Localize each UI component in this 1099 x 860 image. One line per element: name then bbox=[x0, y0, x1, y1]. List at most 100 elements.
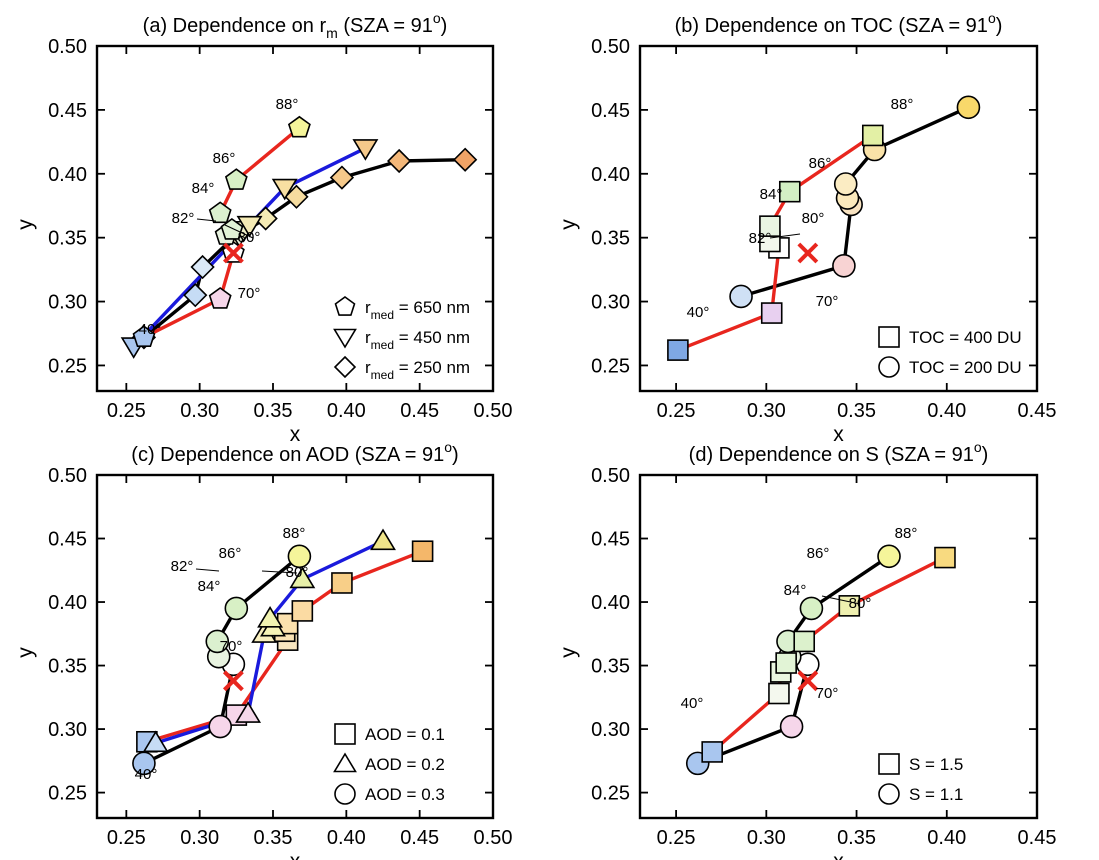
data-point bbox=[833, 172, 858, 196]
x-tick-label: 0.40 bbox=[927, 827, 966, 849]
data-point bbox=[208, 201, 232, 224]
angle-annotation: 84° bbox=[760, 186, 783, 203]
legend-label-sub: med bbox=[371, 368, 394, 382]
chart-panel-1: 0.25 0.30 0.35 0.40 0.45 0.50 0.25 0.30 0.35 0.40… bbox=[14, 10, 512, 446]
angle-annotation: 40° bbox=[687, 304, 710, 321]
chart-title-part: (c) Dependence on AOD (SZA = 91 bbox=[131, 444, 444, 466]
data-point bbox=[208, 714, 232, 739]
y-tick-label: 0.30 bbox=[48, 719, 87, 741]
legend-label: S = 1.5 bbox=[909, 755, 963, 774]
data-point bbox=[287, 544, 312, 569]
chart-title-part: ) bbox=[996, 15, 1003, 37]
legend-marker bbox=[334, 783, 356, 805]
angle-annotation: 70° bbox=[238, 285, 261, 302]
angle-annotation: 80° bbox=[286, 564, 309, 581]
annotation-leader bbox=[769, 233, 801, 239]
y-tick-label: 0.50 bbox=[48, 36, 87, 58]
data-point bbox=[220, 218, 244, 240]
x-tick-label: 0.30 bbox=[180, 400, 219, 422]
reference-marker bbox=[222, 670, 244, 692]
data-point bbox=[667, 339, 689, 361]
chart-title-part: o bbox=[433, 10, 441, 26]
plot-frame bbox=[95, 473, 495, 820]
x-axis-label: x bbox=[833, 850, 844, 860]
data-point bbox=[284, 184, 309, 209]
legend-marker bbox=[333, 752, 357, 773]
data-point bbox=[793, 630, 816, 653]
annotation-leader bbox=[224, 224, 254, 239]
angle-annotation: 86° bbox=[809, 155, 832, 172]
chart-title-part: m bbox=[326, 25, 338, 41]
chart-title-part: ) bbox=[982, 444, 989, 466]
legend-label: rmed = 650 nm bbox=[365, 298, 470, 322]
y-axis-label: y bbox=[14, 219, 37, 230]
x-tick-label: 0.50 bbox=[474, 400, 513, 422]
data-point bbox=[768, 682, 790, 705]
y-tick-label: 0.35 bbox=[591, 656, 630, 678]
data-point bbox=[387, 148, 412, 174]
legend-marker bbox=[334, 723, 356, 745]
y-tick-label: 0.25 bbox=[48, 783, 87, 805]
chart-panel-3: 0.25 0.30 0.35 0.40 0.45 0.50 0.25 0.30 0.35 0.40… bbox=[14, 439, 512, 860]
legend-label-part: AOD = 0.2 bbox=[365, 755, 445, 774]
data-point bbox=[257, 605, 284, 628]
legend-label-part: AOD = 0.3 bbox=[365, 785, 445, 804]
angle-annotation: 86° bbox=[219, 545, 242, 562]
chart-panel-4: 0.25 0.30 0.35 0.40 0.45 0.25 0.30 0.35 0.40 0.45… bbox=[557, 439, 1056, 860]
angle-annotation: 70° bbox=[816, 293, 839, 310]
legend-marker bbox=[878, 356, 900, 378]
annotation-leader bbox=[261, 570, 298, 574]
x-tick-label: 0.25 bbox=[657, 400, 696, 422]
legend-label: rmed = 450 nm bbox=[365, 328, 470, 352]
data-point bbox=[775, 652, 797, 674]
x-tick-label: 0.30 bbox=[747, 827, 786, 849]
legend-label-part: r bbox=[365, 298, 371, 317]
chart-title: (b) Dependence on TOC (SZA = 91o) bbox=[675, 10, 1003, 37]
data-point bbox=[832, 253, 856, 278]
chart-title: (a) Dependence on rm (SZA = 91o) bbox=[143, 10, 448, 41]
y-tick-label: 0.45 bbox=[591, 529, 630, 551]
data-point bbox=[956, 95, 981, 120]
chart-title-part: (b) Dependence on TOC (SZA = 91 bbox=[675, 15, 988, 37]
data-point bbox=[183, 283, 208, 308]
angle-annotation: 82° bbox=[172, 210, 195, 227]
legend-label: TOC = 400 DU bbox=[909, 328, 1022, 347]
data-point bbox=[370, 528, 396, 551]
y-tick-label: 0.45 bbox=[48, 100, 87, 122]
y-tick-label: 0.35 bbox=[48, 228, 87, 250]
x-tick-label: 0.35 bbox=[254, 400, 293, 422]
angle-annotation: 88° bbox=[895, 525, 918, 542]
data-point bbox=[224, 596, 249, 621]
data-point bbox=[271, 178, 298, 201]
legend-label-part: TOC = 200 DU bbox=[909, 358, 1022, 377]
data-point bbox=[701, 741, 723, 763]
angle-annotation: 84° bbox=[198, 578, 221, 595]
chart-title-part: (a) Dependence on r bbox=[143, 15, 327, 37]
legend-label-sub: med bbox=[371, 338, 394, 352]
y-tick-label: 0.35 bbox=[591, 228, 630, 250]
x-tick-label: 0.50 bbox=[474, 827, 513, 849]
chart-panel-2: 0.25 0.30 0.35 0.40 0.45 0.25 0.30 0.35 0.40 0.45… bbox=[557, 10, 1056, 446]
data-point bbox=[205, 629, 230, 654]
reference-marker bbox=[797, 670, 819, 692]
angle-annotation: 88° bbox=[276, 96, 299, 113]
y-axis-label: y bbox=[14, 647, 37, 658]
legend-label-part: = 450 nm bbox=[394, 328, 470, 347]
y-tick-label: 0.40 bbox=[591, 164, 630, 186]
y-tick-label: 0.25 bbox=[48, 355, 87, 377]
series-line-2 bbox=[711, 556, 946, 754]
data-point bbox=[759, 215, 781, 237]
data-point bbox=[760, 302, 783, 324]
data-point bbox=[287, 115, 311, 138]
angle-annotation: 70° bbox=[816, 685, 839, 702]
angle-annotation: 40° bbox=[135, 766, 158, 783]
legend-marker bbox=[333, 328, 357, 349]
legend-label-part: = 250 nm bbox=[394, 358, 470, 377]
legend-marker bbox=[878, 783, 900, 805]
angle-annotation: 86° bbox=[807, 545, 830, 562]
y-tick-label: 0.30 bbox=[48, 292, 87, 314]
data-point bbox=[729, 284, 753, 309]
annotation-leader bbox=[821, 595, 861, 605]
chart-title-part: (d) Dependence on S (SZA = 91 bbox=[689, 444, 974, 466]
annotation-leader bbox=[195, 568, 220, 572]
